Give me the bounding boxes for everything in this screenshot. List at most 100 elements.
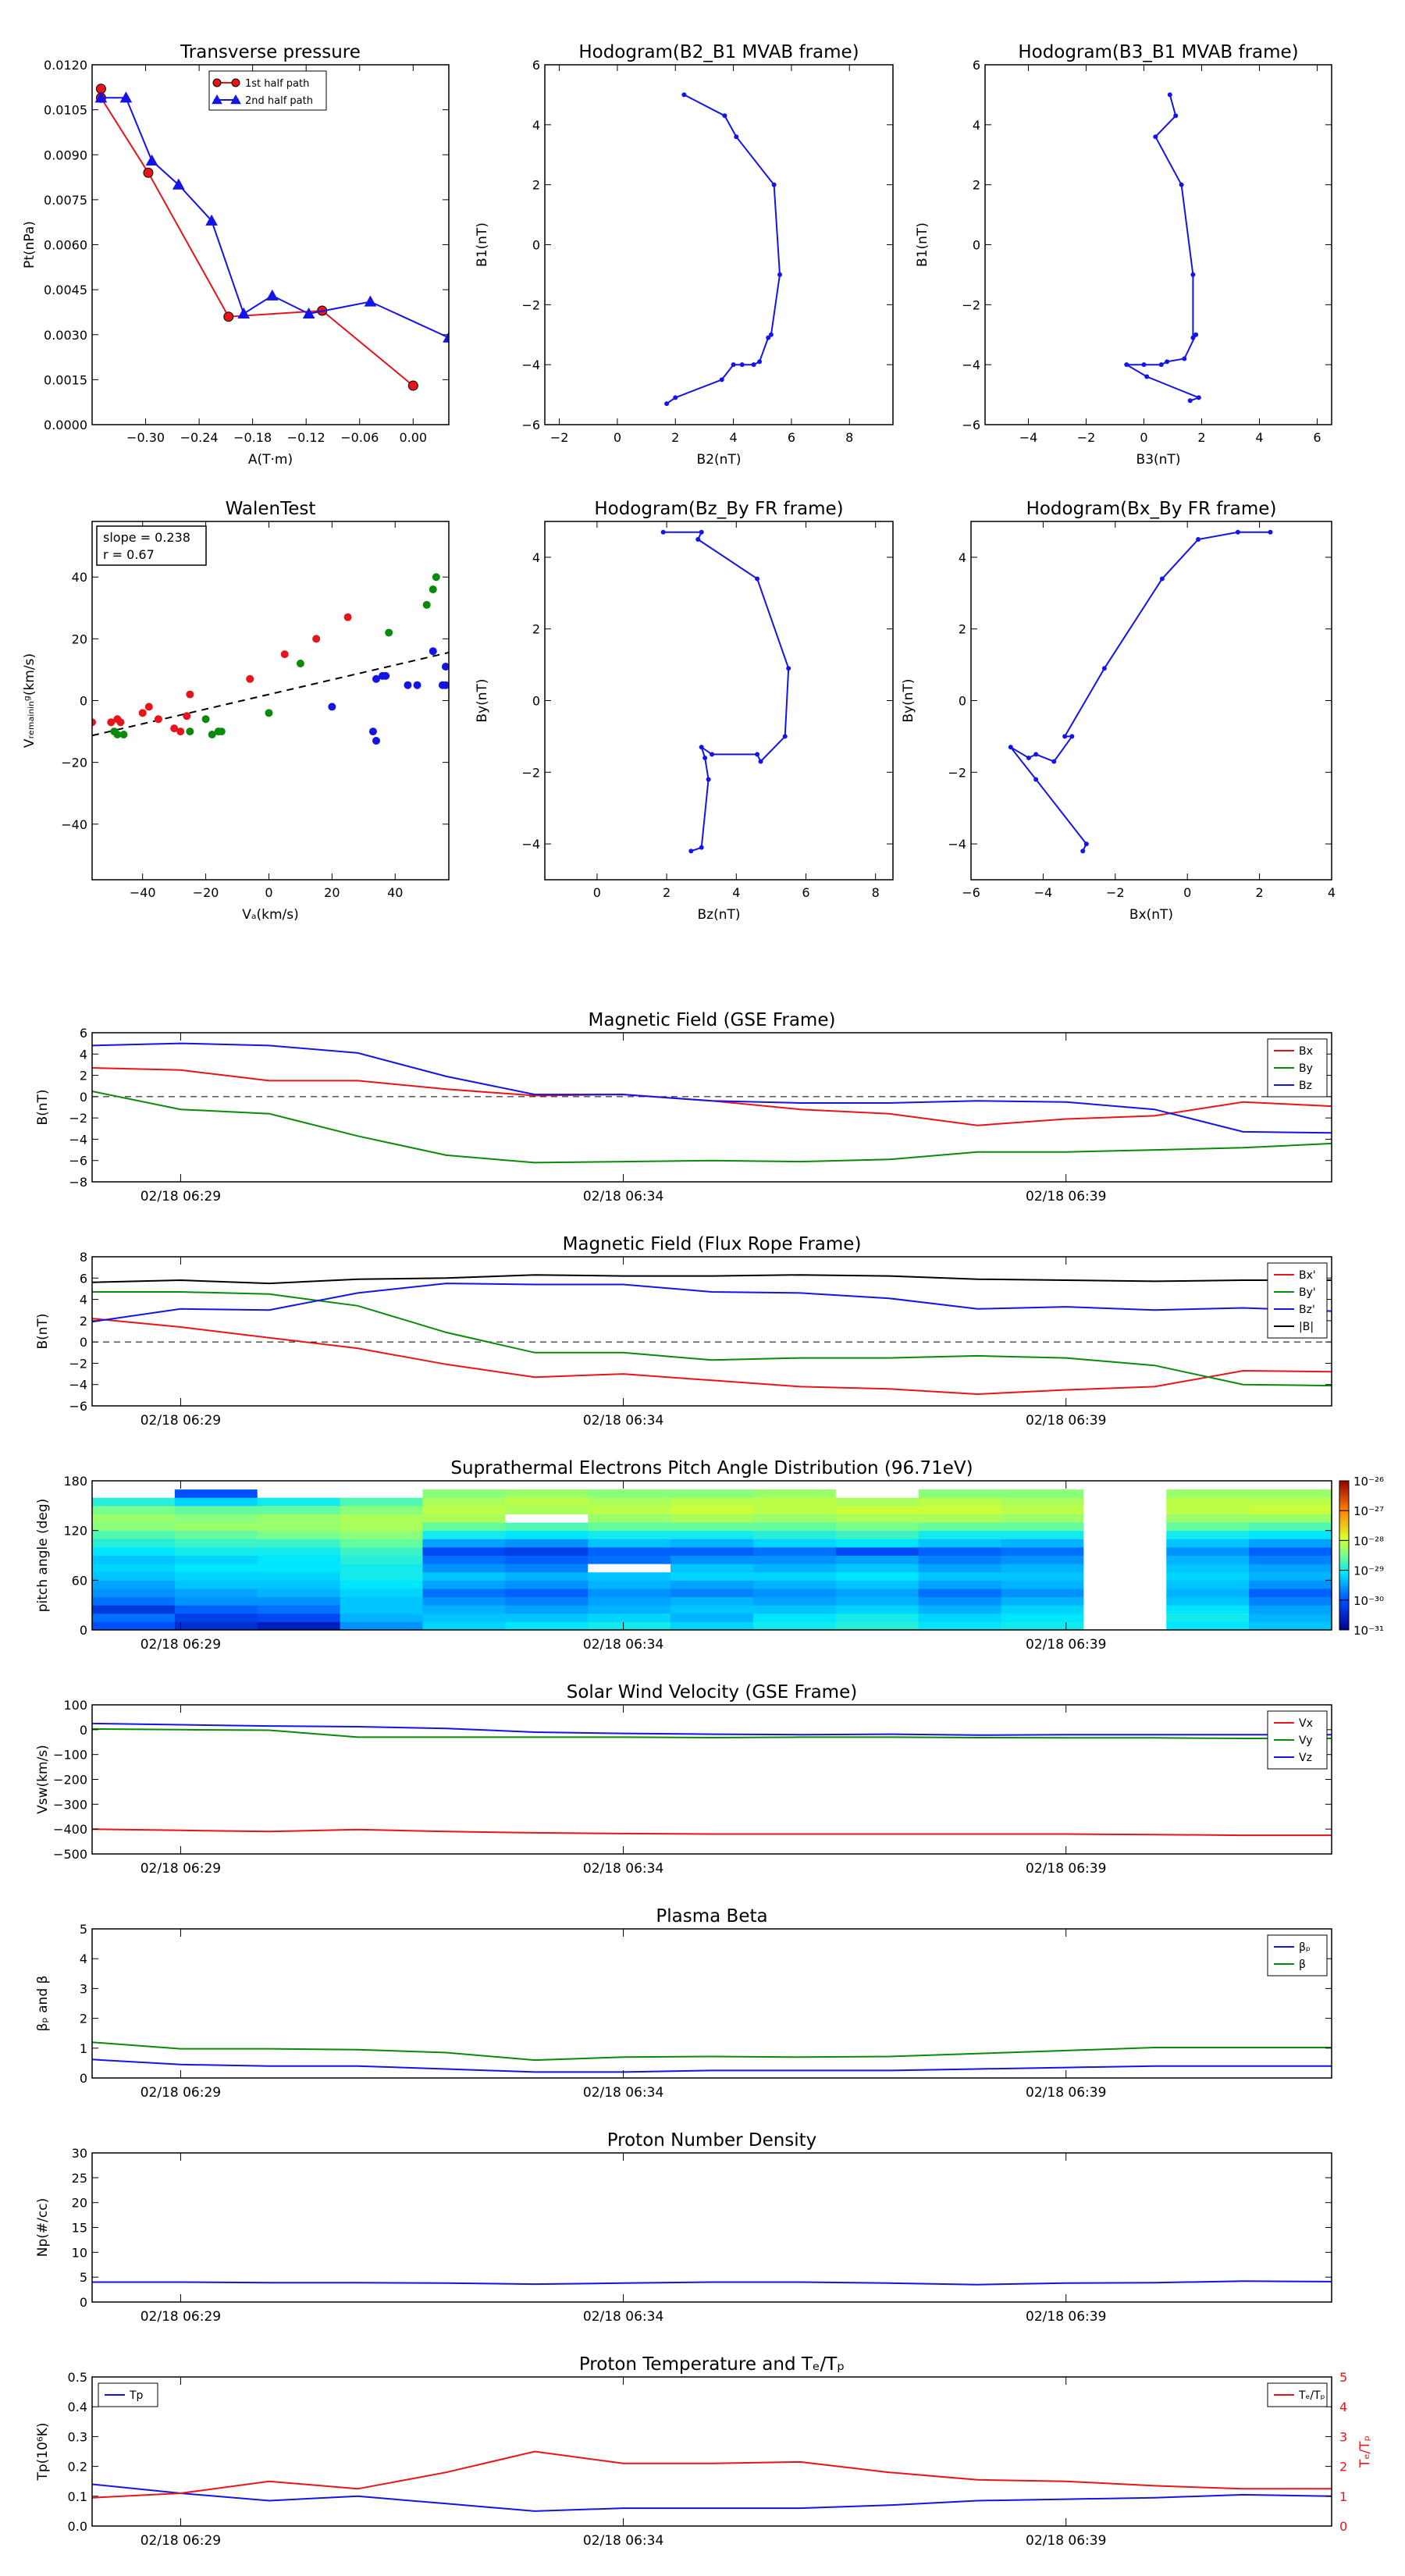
- data-point: [1159, 576, 1165, 582]
- y-tick-label: 2: [532, 622, 540, 637]
- heatmap-cell: [92, 1497, 176, 1507]
- y-tick-label: 0: [80, 1723, 87, 1738]
- data-point: [1196, 395, 1201, 400]
- heatmap-cell: [505, 1605, 589, 1614]
- y-tick-label: 0: [80, 694, 87, 709]
- x-tick-label: −0.12: [287, 430, 325, 445]
- heatmap-cell: [340, 1621, 423, 1630]
- x-axis-label: B3(nT): [1136, 452, 1181, 468]
- data-point: [237, 307, 251, 318]
- y-tick-label: 0: [532, 238, 540, 253]
- heatmap-cell: [835, 1522, 919, 1532]
- heatmap-cell: [92, 1588, 176, 1598]
- heatmap-cell: [835, 1497, 919, 1507]
- heatmap-cell: [1166, 1489, 1250, 1498]
- heatmap-cell: [1001, 1555, 1084, 1564]
- y-tick-label: 6: [532, 58, 540, 73]
- heatmap-cell: [918, 1621, 1002, 1630]
- x-tick-label: 02/18 06:34: [583, 2533, 663, 2549]
- heatmap-cell: [752, 1613, 837, 1622]
- y-tick-label: 6: [973, 58, 980, 73]
- heatmap-cell: [1001, 1505, 1084, 1514]
- heatmap-cell: [505, 1621, 589, 1630]
- heatmap-cell: [92, 1522, 176, 1532]
- heatmap-cell: [257, 1571, 341, 1581]
- y-tick-label: 3: [80, 1981, 87, 1996]
- heatmap-cell: [92, 1555, 176, 1564]
- heatmap-cell: [174, 1613, 258, 1622]
- y-axis-label: Np(#/cc): [35, 2198, 51, 2257]
- heatmap-cell: [1083, 1596, 1167, 1606]
- data-point: [702, 755, 708, 760]
- data-point: [1182, 356, 1187, 361]
- chart-h3: −4 −2 0 2 4 0 2 4 6 8 Hodogram(Bz_By FR frame) Bz(n…: [475, 499, 894, 923]
- heatmap-cell: [835, 1505, 919, 1514]
- heatmap-cell: [752, 1522, 837, 1532]
- series-line: [666, 94, 781, 404]
- x-tick-label: 02/18 06:39: [1026, 2085, 1106, 2101]
- heatmap-cell: [670, 1588, 754, 1598]
- x-tick-label: 6: [788, 430, 795, 445]
- series-line: [92, 1274, 1332, 1285]
- heatmap-cell: [174, 1497, 258, 1507]
- y-tick-label: −6: [69, 1399, 87, 1414]
- data-point: [296, 660, 304, 668]
- data-point: [1080, 849, 1086, 854]
- heatmap-cell: [918, 1522, 1002, 1532]
- heatmap-cell: [340, 1497, 423, 1507]
- heatmap-cell: [835, 1605, 919, 1614]
- heatmap-cell: [1083, 1530, 1167, 1539]
- x-tick-label: 4: [1255, 430, 1263, 445]
- y-tick-label: 0.0015: [44, 372, 87, 387]
- heatmap-cell: [340, 1546, 423, 1556]
- x-tick-label: 02/18 06:29: [140, 2085, 221, 2101]
- data-point: [364, 295, 377, 307]
- heatmap-cell: [752, 1497, 837, 1507]
- heatmap-cell: [670, 1497, 754, 1507]
- x-tick-label: 02/18 06:29: [140, 2309, 221, 2325]
- heatmap-cell: [422, 1555, 506, 1564]
- heatmap-cell: [1083, 1489, 1167, 1498]
- data-point: [407, 380, 418, 391]
- heatmap-cell: [1166, 1539, 1250, 1548]
- heatmap-cell: [505, 1588, 589, 1598]
- heatmap-cell: [835, 1588, 919, 1598]
- legend-label: 2nd half path: [245, 95, 313, 107]
- heatmap-cell: [174, 1530, 258, 1539]
- data-point: [422, 600, 431, 609]
- series-layer: [660, 529, 791, 854]
- heatmap-cell: [1166, 1621, 1250, 1630]
- y-tick-label: −300: [53, 1797, 87, 1812]
- y-tick-label: −200: [53, 1773, 87, 1788]
- heatmap-cell: [422, 1505, 506, 1514]
- data-point: [92, 718, 96, 727]
- x-tick-label: 4: [729, 430, 737, 445]
- heatmap-cell: [1166, 1555, 1250, 1564]
- heatmap-cell: [174, 1539, 258, 1548]
- heatmap-cell: [1001, 1530, 1084, 1539]
- legend: [1267, 1934, 1328, 1976]
- heatmap-cell: [588, 1546, 671, 1556]
- heatmap-cell: [1249, 1497, 1332, 1507]
- heatmap-cell: [670, 1605, 754, 1614]
- heatmap-cell: [505, 1514, 589, 1523]
- y-tick-label: 60: [72, 1573, 87, 1588]
- x-axis-label: A(T·m): [248, 452, 293, 468]
- y-tick-label: −2: [962, 297, 980, 312]
- heatmap-cell: [174, 1564, 258, 1573]
- heatmap-cell: [1001, 1497, 1084, 1507]
- x-tick-label: 02/18 06:39: [1026, 2309, 1106, 2325]
- heatmap-cell: [670, 1613, 754, 1622]
- chart-pad: 0 60 120 180 02/18 06:29 02/18 06:34 02/18 06:…: [35, 1458, 1384, 1653]
- heatmap-cell: [835, 1621, 919, 1630]
- data-point: [368, 728, 377, 736]
- data-point: [1187, 398, 1193, 404]
- x-axis-label: Bz(nT): [697, 907, 740, 923]
- heatmap-cell: [588, 1571, 671, 1581]
- data-point: [183, 712, 191, 720]
- data-point: [94, 91, 108, 103]
- data-point: [265, 289, 279, 301]
- heatmap-cell: [340, 1580, 423, 1589]
- data-point: [1165, 359, 1170, 365]
- x-tick-label: 4: [1328, 885, 1336, 900]
